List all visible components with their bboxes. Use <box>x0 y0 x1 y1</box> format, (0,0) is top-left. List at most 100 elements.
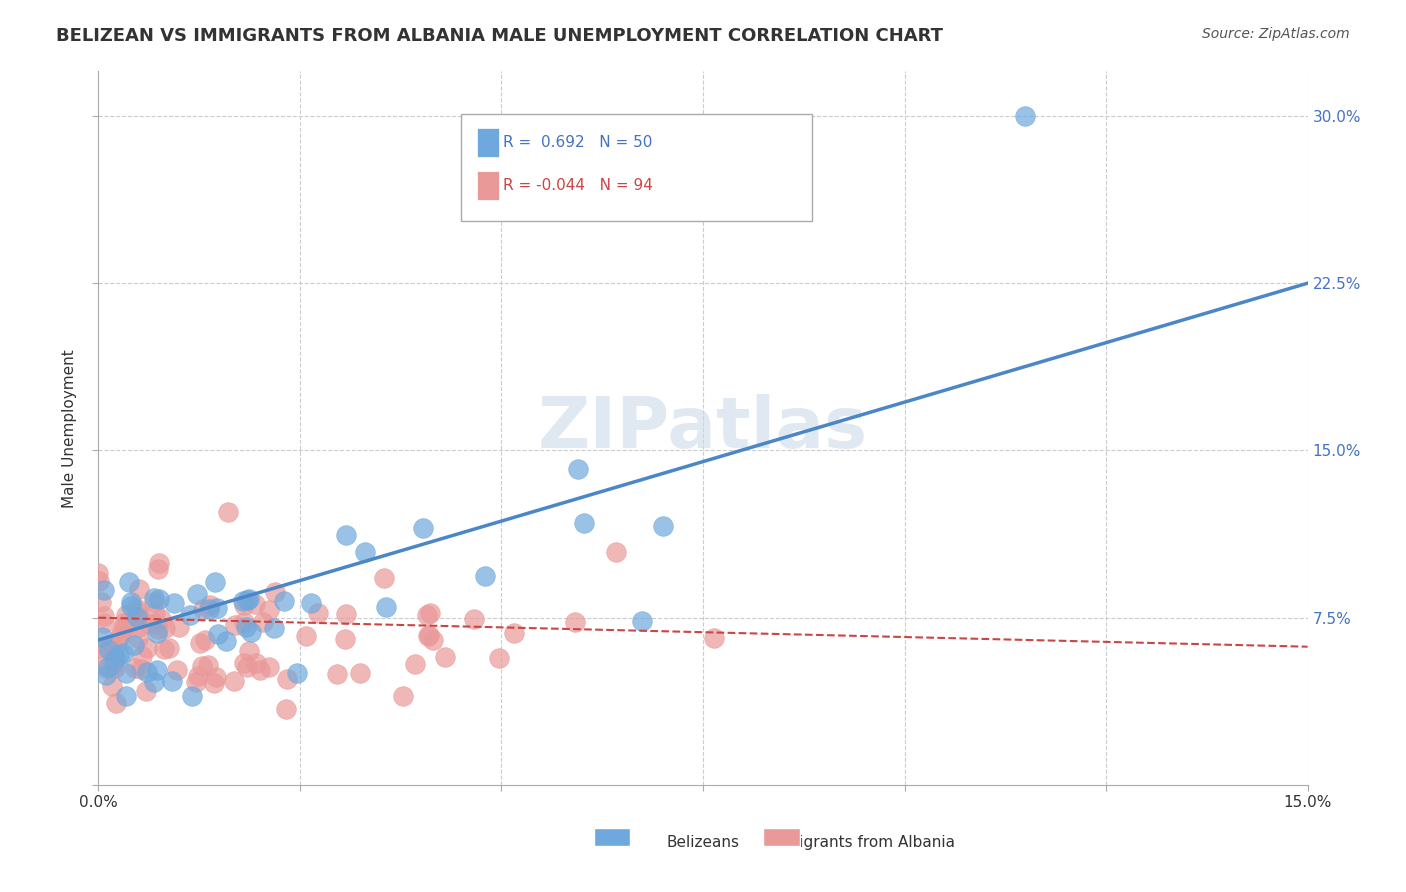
Point <box>217 505 239 519</box>
Point <box>105 636 128 650</box>
Point <box>249 664 271 678</box>
Point <box>222 673 245 688</box>
Text: BELIZEAN VS IMMIGRANTS FROM ALBANIA MALE UNEMPLOYMENT CORRELATION CHART: BELIZEAN VS IMMIGRANTS FROM ALBANIA MALE… <box>56 27 943 45</box>
Point <box>149 612 172 626</box>
Point <box>127 632 149 646</box>
Point <box>117 615 139 630</box>
Point <box>143 674 166 689</box>
Point <box>299 596 322 610</box>
Text: Immigrants from Albania: Immigrants from Albania <box>765 835 955 850</box>
Point <box>502 626 524 640</box>
Point <box>125 601 148 615</box>
Point <box>273 594 295 608</box>
Point <box>148 561 170 575</box>
Point <box>307 606 329 620</box>
Point <box>124 660 146 674</box>
Point <box>114 689 136 703</box>
Y-axis label: Male Unemployment: Male Unemployment <box>62 349 77 508</box>
Point <box>125 610 148 624</box>
Point <box>191 658 214 673</box>
Point <box>128 582 150 596</box>
Point <box>148 592 170 607</box>
Point <box>652 519 675 533</box>
Point <box>257 660 280 674</box>
Point <box>115 607 138 622</box>
Bar <box>477 171 499 200</box>
Point <box>197 657 219 672</box>
Text: Belizeans: Belizeans <box>666 835 740 850</box>
Point <box>143 606 166 620</box>
Point <box>124 638 146 652</box>
Point <box>179 608 201 623</box>
Point <box>135 684 157 698</box>
Text: R = -0.044   N = 94: R = -0.044 N = 94 <box>503 178 654 193</box>
Point <box>98 643 121 657</box>
Point <box>111 646 134 660</box>
Point <box>198 599 221 613</box>
Point <box>142 594 165 608</box>
Point <box>128 610 150 624</box>
Point <box>474 568 496 582</box>
Point <box>326 667 349 681</box>
Point <box>143 616 166 631</box>
Point <box>104 660 127 674</box>
Point <box>104 652 127 666</box>
Point <box>110 626 132 640</box>
Point <box>167 620 190 634</box>
Text: R =  0.692   N = 50: R = 0.692 N = 50 <box>503 136 652 150</box>
Point <box>93 615 115 630</box>
Point <box>335 607 357 621</box>
Point <box>89 644 111 658</box>
Point <box>232 593 254 607</box>
Point <box>252 615 274 629</box>
Point <box>166 663 188 677</box>
Point <box>153 642 176 657</box>
Point <box>215 633 238 648</box>
Point <box>97 660 120 674</box>
Point <box>392 689 415 703</box>
Point <box>197 602 219 616</box>
Point <box>263 585 285 599</box>
Point <box>333 632 356 647</box>
Point <box>112 616 135 631</box>
Point <box>630 614 652 628</box>
Point <box>100 637 122 651</box>
Point <box>564 615 586 629</box>
Point <box>353 545 375 559</box>
Bar <box>763 828 800 846</box>
Point <box>412 521 434 535</box>
Point <box>120 599 142 613</box>
FancyBboxPatch shape <box>461 114 811 221</box>
Point <box>240 625 263 640</box>
Point <box>703 631 725 645</box>
Point <box>101 657 124 672</box>
Point <box>191 601 214 615</box>
Point <box>135 665 157 679</box>
Point <box>136 640 159 655</box>
Point <box>463 612 485 626</box>
Point <box>128 620 150 634</box>
Point <box>184 675 207 690</box>
Point <box>193 633 215 648</box>
Point <box>129 662 152 676</box>
Point <box>488 651 510 665</box>
Point <box>93 609 115 624</box>
Point <box>285 665 308 680</box>
Point <box>434 649 457 664</box>
Point <box>235 593 257 607</box>
Point <box>127 605 149 619</box>
Point <box>373 571 395 585</box>
Point <box>238 644 260 658</box>
Point <box>188 636 211 650</box>
Point <box>146 626 169 640</box>
Point <box>404 657 426 671</box>
Point <box>232 615 254 629</box>
Point <box>101 679 124 693</box>
Point <box>235 619 257 633</box>
Point <box>157 641 180 656</box>
Point <box>117 574 139 589</box>
Point <box>114 666 136 681</box>
Point <box>146 663 169 677</box>
Point <box>257 603 280 617</box>
Point <box>148 622 170 636</box>
